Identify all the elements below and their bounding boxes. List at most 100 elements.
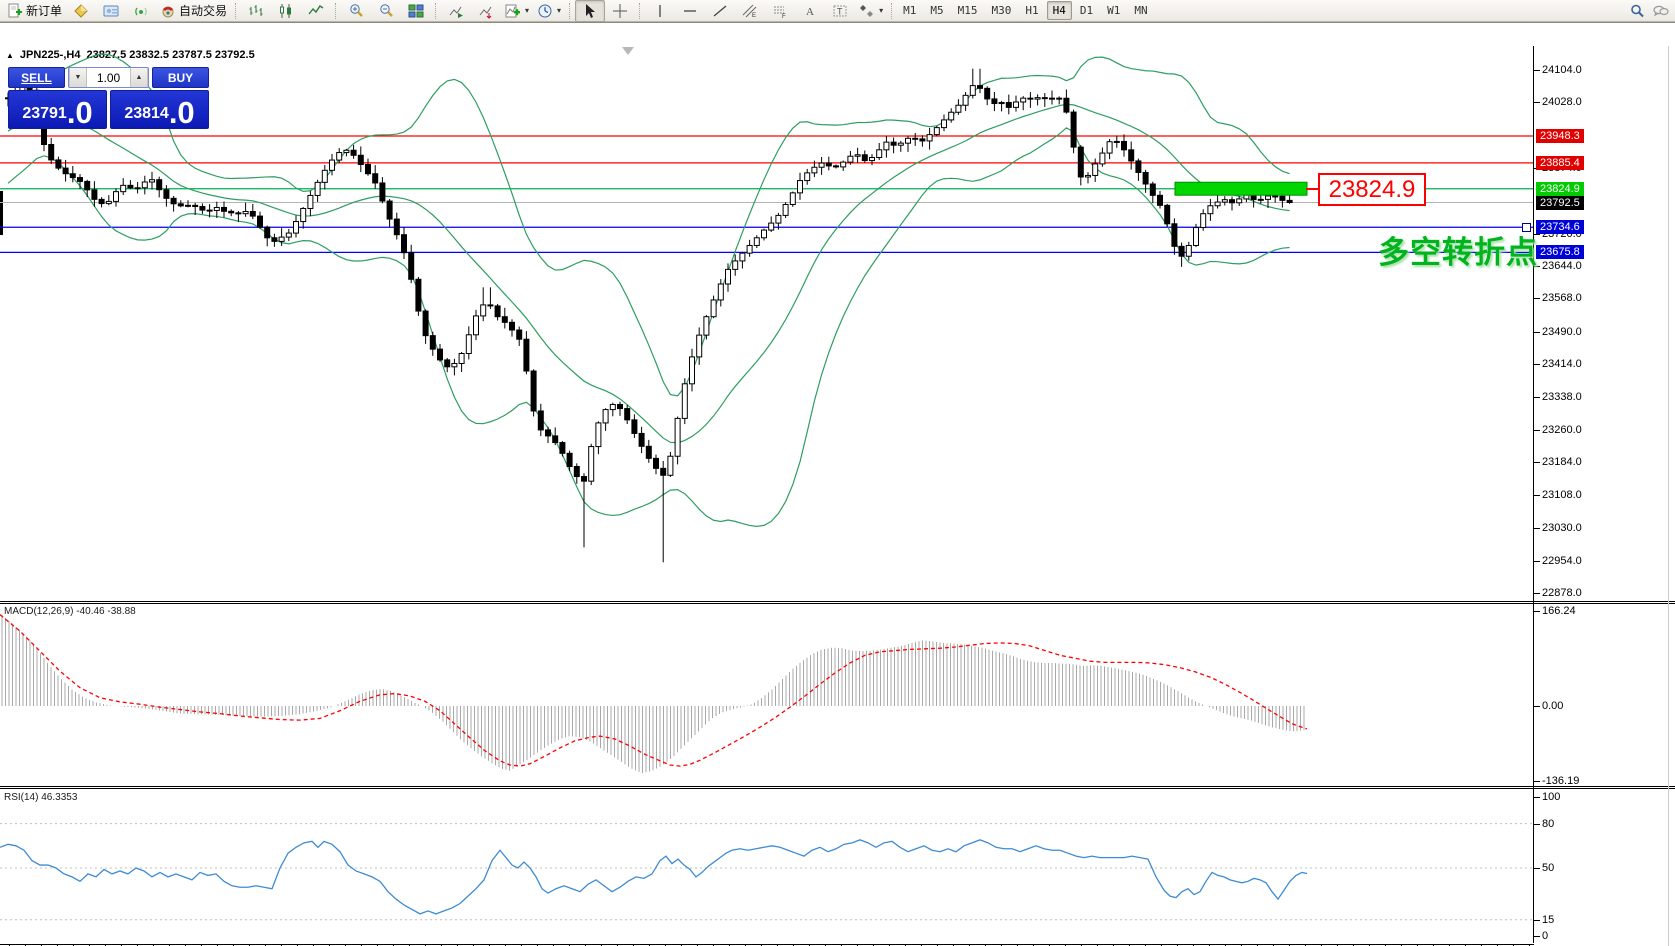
- signals-icon: [135, 7, 147, 15]
- panel-separator[interactable]: [0, 786, 1675, 787]
- bar-chart-type-button[interactable]: [241, 0, 271, 22]
- buy-price-button[interactable]: 23814 .0: [110, 90, 209, 129]
- price-tag-box[interactable]: 23824.9: [1318, 173, 1426, 206]
- timeframe-button-m5[interactable]: M5: [930, 4, 944, 17]
- svg-text:T: T: [837, 6, 843, 16]
- market-watch-icon: [74, 3, 88, 18]
- data-window-button[interactable]: [96, 0, 126, 22]
- timeframe-button-m15[interactable]: M15: [957, 4, 978, 17]
- panel-separator[interactable]: [0, 601, 1675, 602]
- price-tick-label: 24104.0: [1542, 63, 1582, 76]
- timeframe-button-m30[interactable]: M30: [991, 4, 1012, 17]
- price-tick-label: 22878.0: [1542, 587, 1582, 600]
- timeframe-button-mn[interactable]: MN: [1134, 4, 1148, 17]
- axis-tick: [1534, 494, 1540, 496]
- sell-price-main: 23791: [22, 105, 67, 122]
- price-axis[interactable]: 24104.024028.023874.023720.023644.023568…: [1534, 46, 1668, 943]
- axis-tick: [1534, 611, 1540, 612]
- chat-icon[interactable]: [1653, 3, 1669, 19]
- autotrading-button[interactable]: 自动交易: [156, 0, 231, 22]
- left-edge-marker: [0, 191, 3, 235]
- candlestick-chart-icon: [280, 3, 292, 18]
- autotrading-label: 自动交易: [179, 4, 228, 18]
- buy-button-label: BUY: [167, 70, 194, 85]
- zoom-out-button[interactable]: [371, 0, 401, 22]
- vertical-line-tool-button[interactable]: [645, 0, 675, 22]
- timeframe-button-m1[interactable]: M1: [903, 4, 917, 17]
- symbol-period-title: JPN225-,H4: [19, 49, 81, 61]
- text-label-tool-button[interactable]: T: [825, 0, 855, 22]
- tile-windows-button[interactable]: [401, 0, 431, 22]
- level-price-badge[interactable]: 23885.4: [1536, 155, 1584, 170]
- timeframe-button-w1[interactable]: W1: [1107, 4, 1121, 17]
- axis-tick: [1534, 936, 1540, 937]
- macd-panel-canvas[interactable]: [0, 604, 1534, 786]
- dropdown-arrow-icon: ▾: [557, 6, 562, 15]
- fibonacci-tool-button[interactable]: F: [765, 0, 795, 22]
- zoom-in-button[interactable]: [341, 0, 371, 22]
- collapse-panel-icon[interactable]: ▲: [6, 50, 14, 60]
- text-icon: A: [806, 6, 814, 18]
- volume-stepper: ▼ 1.00 ▲: [68, 67, 149, 88]
- sell-price-button[interactable]: 23791 .0: [8, 90, 107, 129]
- cn-annotation-text[interactable]: 多空转折点: [1378, 235, 1538, 270]
- toolbar-separator: [639, 2, 641, 19]
- volume-up-button[interactable]: ▲: [130, 68, 148, 87]
- chart-shift-icon: [479, 6, 492, 19]
- main-chart-canvas[interactable]: [0, 46, 1534, 601]
- trendline-tool-button[interactable]: [705, 0, 735, 22]
- toolbar-separator: [235, 2, 237, 19]
- indicators-button[interactable]: ▾: [501, 0, 533, 22]
- line-chart-icon: [308, 4, 324, 14]
- line-chart-type-button[interactable]: [301, 0, 331, 22]
- price-tick-label: 23184.0: [1542, 456, 1582, 469]
- axis-tick: [1534, 396, 1540, 398]
- one-click-trading-panel: SELL ▼ 1.00 ▲ BUY 23791 .0 23814 .0: [8, 67, 209, 129]
- chart-shift-marker[interactable]: [622, 47, 634, 55]
- chart-shift-button[interactable]: [471, 0, 501, 22]
- market-watch-button[interactable]: [66, 0, 96, 22]
- price-tick-label: 23030.0: [1542, 522, 1582, 535]
- level-price-badge[interactable]: 23824.9: [1536, 181, 1584, 196]
- equidistant-channel-tool-button[interactable]: E: [735, 0, 765, 22]
- rsi-panel-canvas[interactable]: [0, 789, 1534, 943]
- auto-scroll-button[interactable]: [441, 0, 471, 22]
- new-order-button[interactable]: 新订单: [3, 0, 66, 22]
- timeframe-button-d1[interactable]: D1: [1079, 4, 1094, 17]
- chart-title-line: ▲ JPN225-,H4 23827.5 23832.5 23787.5 237…: [6, 49, 255, 61]
- last-price-badge[interactable]: 23792.5: [1536, 195, 1584, 210]
- timeframe-button-h4[interactable]: H4: [1046, 1, 1072, 20]
- search-icon[interactable]: [1629, 3, 1645, 19]
- text-tool-button[interactable]: A: [795, 0, 825, 22]
- rsi-tick-label: 0: [1542, 930, 1549, 942]
- hline-edit-handle[interactable]: [1522, 223, 1531, 233]
- horizontal-line-tool-button[interactable]: [675, 0, 705, 22]
- arrows-tool-button[interactable]: ▾: [855, 0, 887, 22]
- level-price-badge[interactable]: 23675.8: [1536, 245, 1584, 260]
- signals-button[interactable]: [126, 0, 156, 22]
- volume-value[interactable]: 1.00: [96, 70, 121, 85]
- sell-button[interactable]: SELL: [8, 67, 65, 88]
- price-tick-label: 23108.0: [1542, 488, 1582, 501]
- level-price-badge[interactable]: 23734.6: [1536, 220, 1584, 235]
- rsi-tick-label: 15: [1542, 913, 1555, 926]
- volume-down-button[interactable]: ▼: [69, 68, 87, 87]
- buy-button[interactable]: BUY: [152, 67, 209, 88]
- crosshair-tool-button[interactable]: [605, 0, 635, 22]
- rsi-tick-label: 50: [1542, 862, 1555, 874]
- vertical-line-icon: [659, 4, 661, 17]
- level-price-badge[interactable]: 23948.3: [1536, 129, 1584, 144]
- timeframe-button-h1[interactable]: H1: [1025, 4, 1039, 17]
- candle-chart-type-button[interactable]: [271, 0, 301, 22]
- rsi-tick-label: 100: [1542, 791, 1561, 803]
- cursor-tool-button[interactable]: [575, 0, 606, 22]
- axis-tick: [1534, 265, 1540, 267]
- buy-price-main: 23814: [124, 105, 169, 122]
- arrow-objects-icon: [860, 4, 874, 17]
- main-toolbar: 新订单 自动交易: [0, 0, 1675, 22]
- horizontal-line-icon: [684, 9, 697, 12]
- price-tick-label: 23414.0: [1542, 358, 1582, 371]
- macd-tick-label: 0.00: [1542, 700, 1564, 712]
- periods-button[interactable]: ▾: [533, 0, 565, 22]
